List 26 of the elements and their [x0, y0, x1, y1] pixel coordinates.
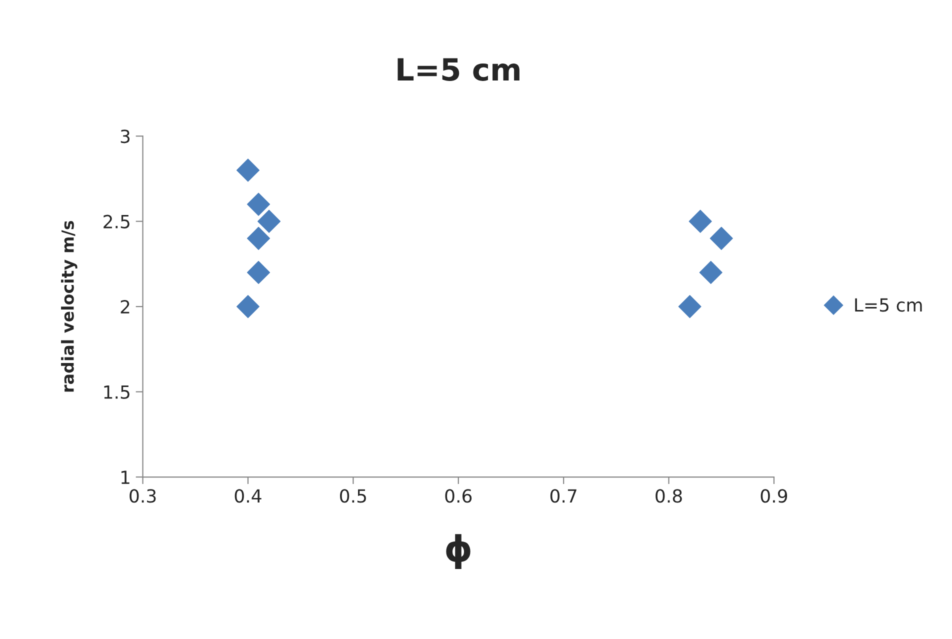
point: [246, 260, 270, 284]
x-tick-label: 0.9: [760, 489, 788, 503]
y-tick-label: 1: [121, 470, 130, 484]
x-tick-label: 0.8: [656, 489, 682, 503]
x-tick-label: 0.6: [445, 489, 472, 503]
point: [699, 260, 722, 284]
point: [257, 210, 281, 233]
x-axis-title: ϕ: [446, 534, 470, 570]
y-tick-label: 2: [120, 300, 130, 314]
point: [710, 226, 733, 250]
point: [236, 295, 260, 318]
point: [678, 295, 702, 318]
y-tick-label: 2.5: [104, 214, 130, 228]
chart-title: L=5 cm: [398, 58, 520, 81]
point: [246, 192, 270, 216]
point: [246, 226, 270, 250]
x-tick-label: 0.4: [234, 489, 262, 503]
point: [236, 158, 260, 182]
x-tick-label: 0.5: [340, 489, 366, 503]
y-axis-title: radial velocity m/s: [61, 220, 78, 392]
x-tick-label: 0.3: [130, 489, 156, 503]
y-tick-label: 1.5: [104, 385, 130, 399]
x-tick-label: 0.7: [550, 489, 576, 503]
legend-label: L=5 cm: [855, 298, 922, 312]
point: [688, 210, 712, 233]
y-tick-label: 3: [120, 130, 130, 144]
